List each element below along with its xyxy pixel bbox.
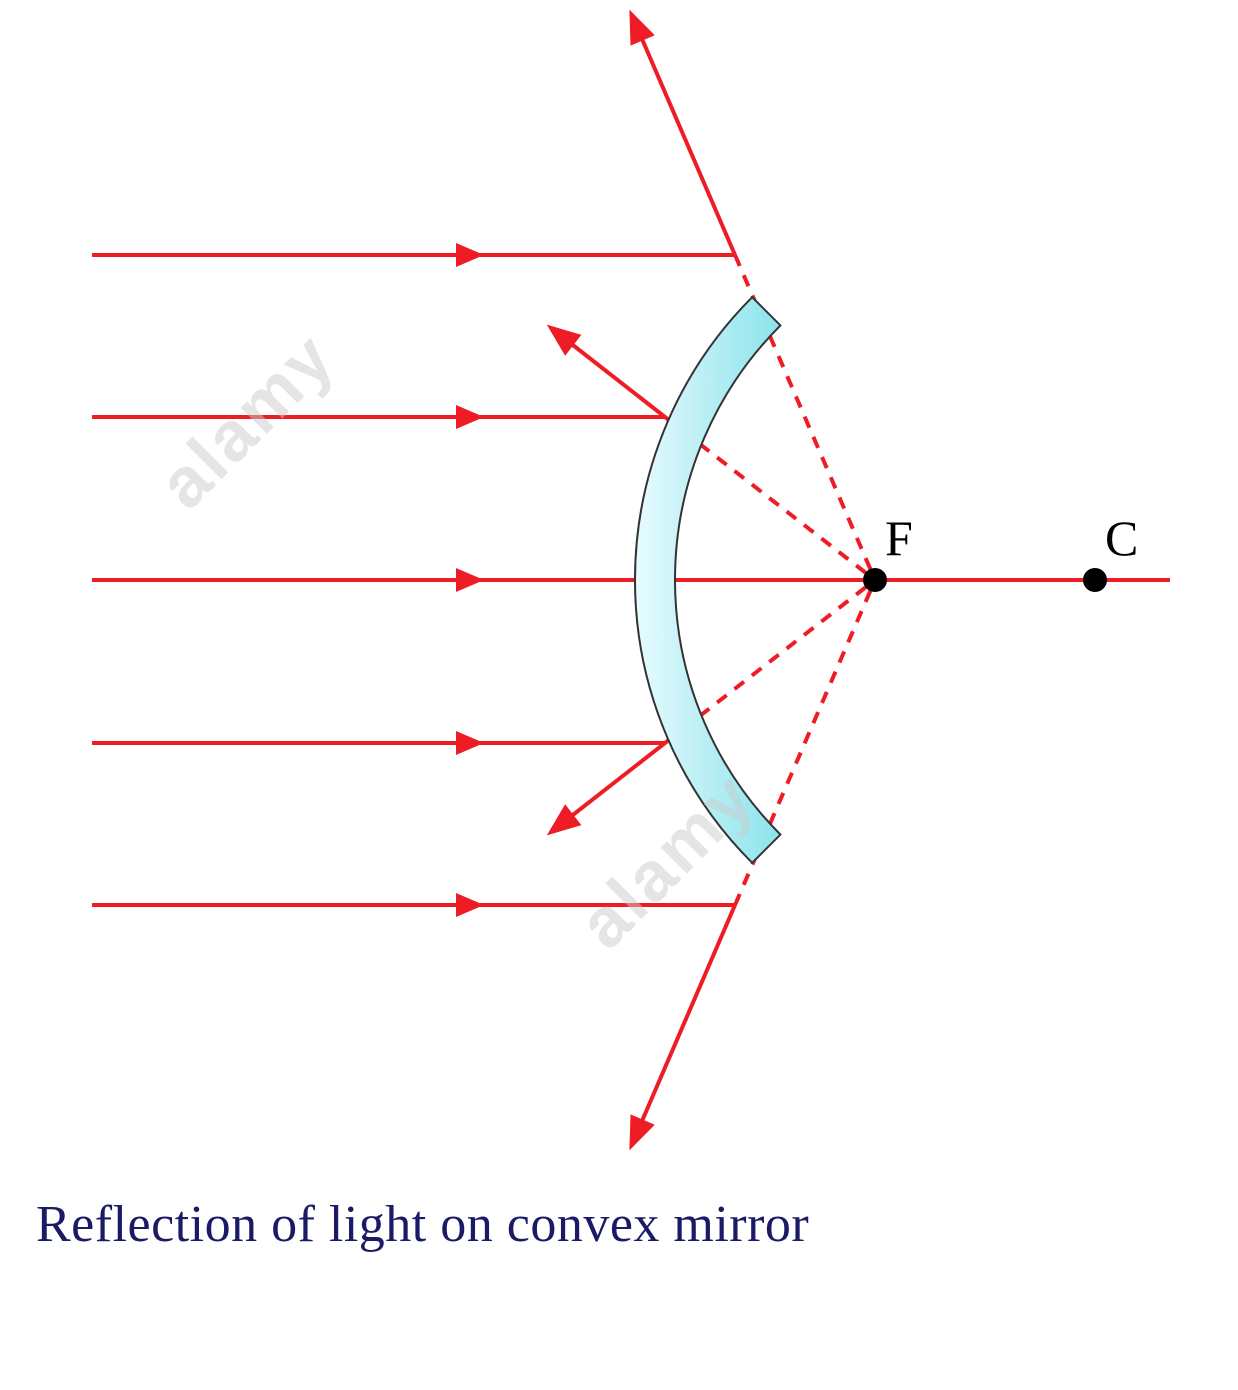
optics-diagram: FC bbox=[0, 0, 1238, 1390]
diagram-caption: Reflection of light on convex mirror bbox=[36, 1195, 809, 1254]
svg-text:C: C bbox=[1105, 510, 1138, 566]
svg-text:F: F bbox=[885, 510, 913, 566]
diagram-container: FC Reflection of light on convex mirror … bbox=[0, 0, 1238, 1390]
light-rays bbox=[92, 10, 1170, 1151]
